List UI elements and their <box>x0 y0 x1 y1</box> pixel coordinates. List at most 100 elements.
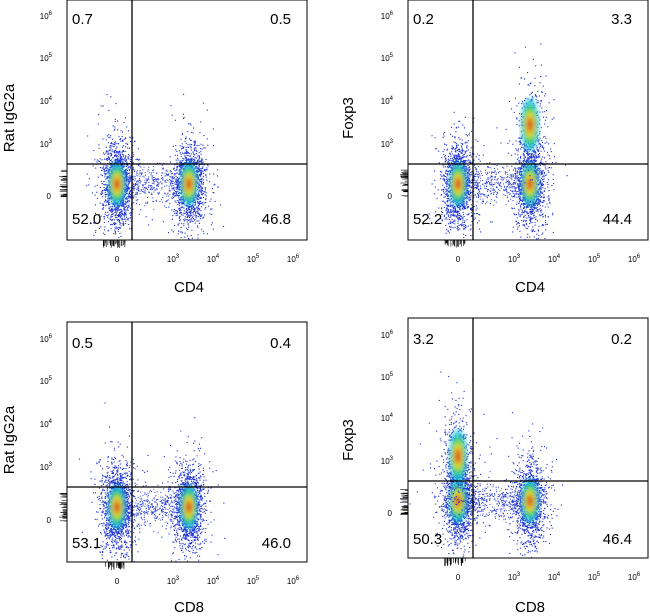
event-dot <box>447 183 449 185</box>
event-dot <box>196 206 198 208</box>
event-dot <box>449 164 451 166</box>
event-dot <box>141 188 143 190</box>
event-dot <box>110 145 112 147</box>
event-dot <box>172 145 174 147</box>
event-dot <box>110 210 112 212</box>
event-dot <box>118 226 120 228</box>
event-dot <box>494 168 495 169</box>
event-dot <box>181 214 183 216</box>
event-dot <box>189 219 191 221</box>
event-dot <box>200 193 202 195</box>
event-dot <box>105 158 107 160</box>
event-dot <box>183 93 185 95</box>
event-dot <box>476 182 478 184</box>
event-dot <box>105 151 107 153</box>
event-dot <box>198 193 200 195</box>
event-dot <box>456 214 458 216</box>
event-dot <box>133 169 135 171</box>
event-dot <box>165 207 167 209</box>
event-dot <box>464 205 466 207</box>
event-dot <box>141 184 143 186</box>
event-dot <box>145 186 147 188</box>
event-dot <box>139 193 141 194</box>
event-dot <box>168 195 170 197</box>
event-dot <box>457 211 459 213</box>
event-dot <box>456 156 458 158</box>
event-dot <box>205 187 207 189</box>
event-dot <box>104 213 106 215</box>
event-dot <box>114 160 116 162</box>
event-dot <box>451 201 453 203</box>
event-dot <box>214 200 216 202</box>
event-dot <box>464 161 466 163</box>
event-dot <box>137 186 139 188</box>
event-dot <box>199 209 201 211</box>
event-dot <box>450 206 452 208</box>
event-dot <box>508 187 510 189</box>
event-dot <box>110 216 112 218</box>
event-dot <box>117 161 119 163</box>
event-dot <box>118 209 120 211</box>
event-dot <box>454 157 456 159</box>
event-dot <box>114 212 116 214</box>
event-dot <box>451 148 453 150</box>
event-dot <box>452 135 454 137</box>
event-dot <box>486 182 488 184</box>
event-dot <box>441 194 443 196</box>
event-dot <box>111 216 113 218</box>
event-dot <box>477 183 478 185</box>
event-dot <box>151 182 153 184</box>
event-dot <box>111 208 113 210</box>
event-dot <box>140 181 142 182</box>
event-dot <box>465 235 467 237</box>
event-dot <box>442 151 444 153</box>
event-dot <box>192 162 194 164</box>
population-0 <box>422 111 498 239</box>
event-dot <box>120 151 122 153</box>
event-dot <box>178 201 180 203</box>
event-dot <box>450 229 452 231</box>
event-dot <box>179 198 181 200</box>
event-dot <box>178 203 180 205</box>
event-dot <box>497 193 499 194</box>
event-dot <box>129 191 131 193</box>
event-dot <box>450 162 452 164</box>
event-dot <box>196 198 198 200</box>
event-dot <box>175 190 177 192</box>
event-dot <box>180 138 182 140</box>
event-dot <box>203 169 205 171</box>
event-dot <box>127 156 129 158</box>
event-dot <box>452 160 454 162</box>
event-dot <box>194 218 196 220</box>
event-dot <box>456 160 458 162</box>
event-dot <box>126 198 128 200</box>
event-dot <box>179 231 181 233</box>
event-dot <box>444 196 446 198</box>
event-dot <box>198 195 200 197</box>
event-dot <box>492 185 494 187</box>
event-dot <box>203 172 205 174</box>
event-dot <box>175 159 177 161</box>
event-dot <box>121 160 123 162</box>
event-dot <box>191 208 193 210</box>
event-dot <box>122 154 124 156</box>
event-dot <box>165 201 167 203</box>
event-dot <box>443 215 445 217</box>
event-dot <box>187 144 189 146</box>
event-dot <box>116 214 118 216</box>
event-dot <box>171 177 173 179</box>
event-dot <box>124 150 126 152</box>
event-dot <box>112 209 114 211</box>
event-dot <box>180 212 182 214</box>
event-dot <box>451 157 453 159</box>
event-dot <box>148 191 150 193</box>
event-dot <box>459 149 461 151</box>
event-dot <box>486 189 488 191</box>
event-dot <box>123 138 125 140</box>
event-dot <box>125 175 127 177</box>
event-dot <box>461 161 463 163</box>
event-dot <box>125 137 127 139</box>
event-dot <box>115 223 117 225</box>
event-dot <box>126 185 128 187</box>
event-dot <box>136 183 137 185</box>
